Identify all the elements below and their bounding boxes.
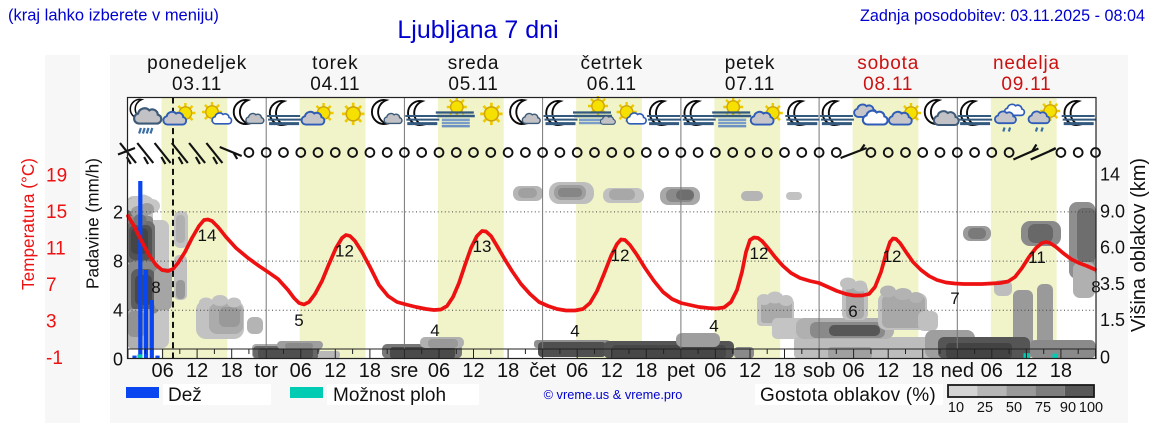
svg-text:(kraj lahko izberete v meniju): (kraj lahko izberete v meniju) (8, 7, 219, 25)
svg-text:tor: tor (255, 360, 279, 382)
svg-text:čet: čet (529, 360, 556, 382)
svg-text:12: 12 (877, 360, 899, 382)
svg-text:5: 5 (294, 311, 303, 330)
svg-text:11: 11 (46, 239, 66, 260)
svg-text:12: 12 (462, 360, 484, 382)
svg-text:Padavine (mm/h): Padavine (mm/h) (83, 158, 103, 289)
svg-text:Možnost ploh: Možnost ploh (333, 385, 446, 406)
svg-text:sobota: sobota (857, 53, 919, 74)
svg-text:sreda: sreda (448, 53, 500, 74)
svg-text:Dež: Dež (168, 385, 202, 406)
svg-text:12: 12 (739, 360, 761, 382)
svg-text:09.11: 09.11 (1001, 74, 1051, 95)
svg-text:07.11: 07.11 (725, 74, 775, 95)
svg-text:torek: torek (312, 53, 358, 74)
svg-text:15: 15 (46, 202, 67, 223)
svg-text:18: 18 (912, 360, 934, 382)
svg-text:12: 12 (601, 360, 623, 382)
svg-text:05.11: 05.11 (448, 74, 498, 95)
svg-text:18: 18 (221, 360, 243, 382)
svg-text:18: 18 (497, 360, 519, 382)
svg-text:12: 12 (335, 242, 354, 261)
svg-text:9.0: 9.0 (1100, 202, 1125, 222)
svg-text:Zadnja posodobitev: 03.11.2025: Zadnja posodobitev: 03.11.2025 - 08:04 (860, 7, 1145, 25)
svg-text:75: 75 (1035, 400, 1051, 416)
svg-text:6: 6 (848, 302, 857, 321)
svg-text:13: 13 (473, 237, 492, 256)
svg-text:ponedeljek: ponedeljek (147, 53, 247, 74)
svg-text:Višina oblakov (km): Višina oblakov (km) (1128, 158, 1150, 332)
svg-text:pet: pet (667, 360, 695, 382)
svg-text:petek: petek (725, 53, 775, 74)
svg-text:50: 50 (1006, 400, 1022, 416)
svg-text:10: 10 (948, 400, 964, 416)
svg-text:12: 12 (750, 244, 769, 263)
svg-text:14: 14 (1100, 165, 1120, 185)
svg-text:Temperatura (°C): Temperatura (°C) (18, 158, 38, 290)
svg-text:06: 06 (981, 360, 1003, 382)
svg-text:0: 0 (1100, 348, 1110, 368)
svg-text:-1: -1 (46, 348, 63, 369)
svg-text:7: 7 (46, 275, 57, 296)
svg-text:četrtek: četrtek (580, 53, 643, 74)
svg-text:06: 06 (704, 360, 726, 382)
svg-text:ned: ned (941, 360, 974, 382)
svg-text:06: 06 (842, 360, 864, 382)
svg-text:Ljubljana 7 dni: Ljubljana 7 dni (397, 16, 558, 44)
svg-text:2: 2 (113, 203, 123, 223)
svg-text:18: 18 (359, 360, 381, 382)
svg-text:7: 7 (950, 289, 959, 308)
svg-text:3.5: 3.5 (1100, 274, 1125, 294)
svg-text:4: 4 (709, 317, 718, 336)
svg-text:90: 90 (1060, 400, 1076, 416)
svg-text:14: 14 (198, 226, 217, 245)
svg-text:06: 06 (151, 360, 173, 382)
svg-text:Gostota oblakov (%): Gostota oblakov (%) (760, 385, 936, 406)
svg-text:12: 12 (186, 360, 208, 382)
svg-text:03.11: 03.11 (172, 74, 222, 95)
svg-text:3: 3 (46, 312, 57, 333)
svg-text:4: 4 (113, 301, 123, 321)
svg-text:4: 4 (430, 321, 439, 340)
svg-text:4: 4 (570, 322, 579, 341)
svg-text:06.11: 06.11 (587, 74, 637, 95)
svg-text:18: 18 (1050, 360, 1072, 382)
svg-text:1.5: 1.5 (1100, 310, 1125, 330)
svg-text:18: 18 (635, 360, 657, 382)
svg-text:12: 12 (611, 246, 630, 265)
svg-text:06: 06 (566, 360, 588, 382)
svg-text:25: 25 (977, 400, 993, 416)
svg-text:06: 06 (428, 360, 450, 382)
svg-text:04.11: 04.11 (310, 74, 360, 95)
svg-text:sob: sob (803, 360, 835, 382)
svg-text:sre: sre (391, 360, 419, 382)
svg-text:08.11: 08.11 (863, 74, 913, 95)
svg-text:19: 19 (46, 166, 67, 187)
svg-text:12: 12 (324, 360, 346, 382)
svg-text:12: 12 (883, 247, 902, 266)
svg-text:11: 11 (1028, 248, 1046, 267)
svg-text:© vreme.us & vreme.pro: © vreme.us & vreme.pro (544, 387, 683, 402)
svg-text:8: 8 (113, 252, 123, 272)
svg-text:100: 100 (1079, 400, 1103, 416)
svg-text:nedelja: nedelja (993, 53, 1060, 74)
svg-text:6.0: 6.0 (1100, 238, 1125, 258)
svg-text:18: 18 (773, 360, 795, 382)
svg-text:0: 0 (113, 350, 123, 370)
svg-text:8: 8 (151, 278, 160, 297)
svg-text:12: 12 (1015, 360, 1037, 382)
svg-text:06: 06 (290, 360, 312, 382)
